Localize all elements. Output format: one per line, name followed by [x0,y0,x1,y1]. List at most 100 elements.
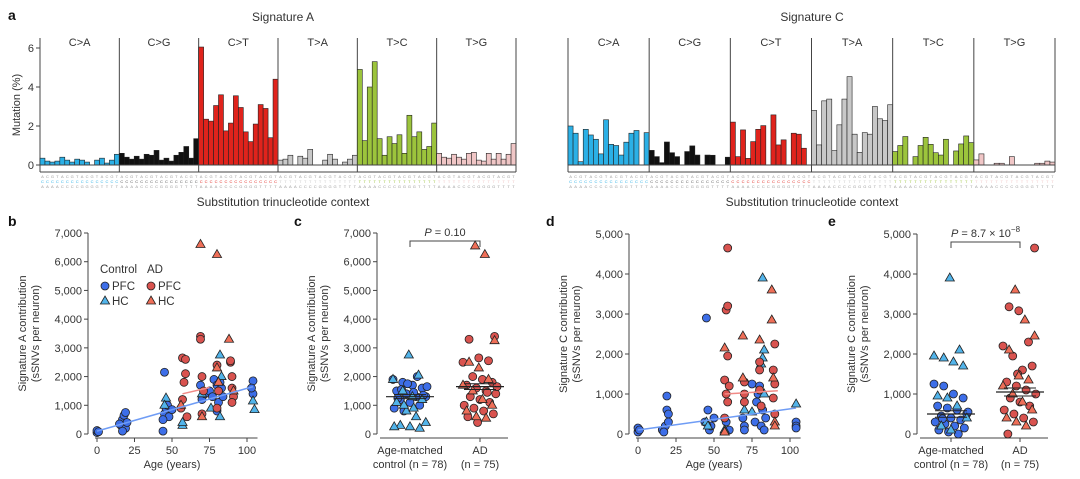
context-label: T [284,179,287,184]
context-label: C [843,184,846,189]
context-label: G [777,184,780,189]
context-label: T [294,179,297,184]
bar [973,159,980,166]
bar [247,141,254,166]
context-label: A [363,184,366,189]
context-label: C [721,179,724,184]
bar [193,138,199,166]
context-label: G [762,174,765,179]
context-label: G [691,184,694,189]
context-label: C [747,179,750,184]
context-label: A [574,184,577,189]
context-label: G [620,184,623,189]
context-label: C [736,179,739,184]
context-label: T [990,179,993,184]
context-label: C [165,179,168,184]
data-point-triangle [758,344,770,354]
context-label: T [512,174,515,179]
bar [426,146,433,166]
context-label: C [797,174,800,179]
bar [593,138,599,166]
y-tick-label: 4,000 [54,314,82,326]
context-label: C [665,179,668,184]
bar [694,154,701,166]
context-label: G [403,184,406,189]
y-tick-label: 5,000 [343,285,371,297]
context-label: G [329,174,332,179]
data-point-circle [1014,306,1024,316]
bar [282,158,289,166]
data-point-circle [755,357,764,367]
context-label: T [960,184,963,189]
data-point-circle [469,403,479,413]
context-label: T [116,174,119,179]
bar [431,122,437,166]
context-label: C [960,174,963,179]
data-point-circle [723,397,733,407]
data-point-triangle [1029,330,1040,340]
data-point-circle [949,389,958,399]
data-point-circle [196,334,205,344]
legend-entry: PFC [158,281,181,293]
bar [811,110,817,166]
bar [968,142,975,166]
bar [163,157,170,166]
context-label: G [615,184,618,189]
context-label: C [383,174,386,179]
bar [841,98,848,166]
data-point-triangle [932,390,943,400]
context-label: T [980,179,983,184]
context-label: T [1011,179,1014,184]
context-label: T [864,179,867,184]
context-label: C [980,174,983,179]
context-label: T [950,179,953,184]
context-label: C [224,184,227,189]
context-label: T [408,179,411,184]
y-tick-label: 0 [76,429,82,441]
x-tick-label: 0 [635,445,641,457]
context-label: T [666,174,669,179]
context-label: T [453,174,456,179]
bar [381,154,388,166]
x-tick-label: 100 [781,445,799,457]
context-label: T [418,179,421,184]
context-label: C [762,184,765,189]
bar [371,61,378,166]
context-label: G [620,174,623,179]
context-label: C [502,174,505,179]
data-point-triangle [702,420,714,430]
x-tick-label: 75 [746,445,758,457]
context-label: G [507,174,510,179]
context-label: G [579,174,582,179]
context-label: T [215,174,218,179]
y-tick-label: 2,000 [54,372,82,384]
context-label: A [990,184,993,189]
context-label: A [909,184,912,189]
context-label: A [101,174,104,179]
bar [801,147,807,166]
context-label: T [334,174,337,179]
context-label: G [934,184,937,189]
data-point-triangle [223,333,235,343]
context-label: G [398,184,401,189]
bar [628,132,635,166]
data-point-triangle [407,390,418,401]
context-label: A [279,184,282,189]
context-label: A [120,184,123,189]
context-label: A [51,184,54,189]
bar [213,105,219,166]
context-label: T [727,184,730,189]
context-label: G [1046,174,1049,179]
context-label: C [403,174,406,179]
bar [476,159,482,166]
data-point-circle [942,403,952,413]
context-label: T [364,179,367,184]
data-point-circle [1004,302,1014,312]
context-label: C [787,179,790,184]
context-label: T [848,174,851,179]
context-label: A [215,184,218,189]
bar [416,131,423,166]
context-label: T [492,179,495,184]
context-label: T [76,174,79,179]
context-label: C [808,179,811,184]
